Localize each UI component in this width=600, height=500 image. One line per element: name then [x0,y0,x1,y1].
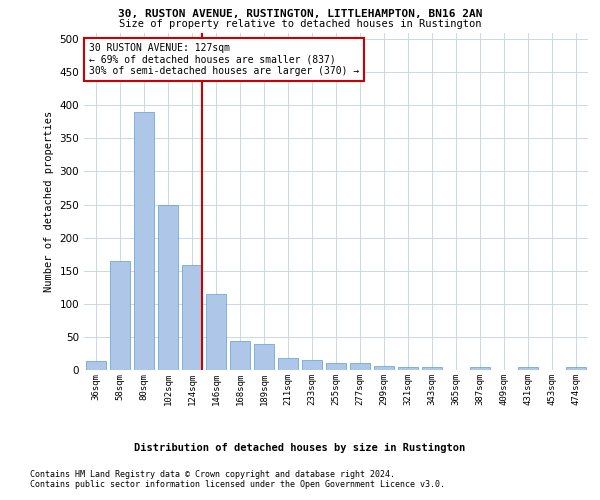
Bar [182,266,202,370]
Bar [518,366,538,370]
Bar [134,112,154,370]
Bar [566,366,586,370]
Bar [110,261,130,370]
Y-axis label: Number of detached properties: Number of detached properties [44,110,54,292]
Bar [86,362,106,370]
Bar [278,358,298,370]
Bar [302,360,322,370]
Bar [326,364,346,370]
Bar [350,364,370,370]
Bar [374,366,394,370]
Bar [422,368,442,370]
Text: Size of property relative to detached houses in Rustington: Size of property relative to detached ho… [119,19,481,29]
Bar [470,366,490,370]
Text: 30, RUSTON AVENUE, RUSTINGTON, LITTLEHAMPTON, BN16 2AN: 30, RUSTON AVENUE, RUSTINGTON, LITTLEHAM… [118,9,482,19]
Text: Distribution of detached houses by size in Rustington: Distribution of detached houses by size … [134,442,466,452]
Bar [398,366,418,370]
Bar [254,344,274,370]
Bar [230,341,250,370]
Text: Contains HM Land Registry data © Crown copyright and database right 2024.: Contains HM Land Registry data © Crown c… [30,470,395,479]
Bar [158,204,178,370]
Text: Contains public sector information licensed under the Open Government Licence v3: Contains public sector information licen… [30,480,445,489]
Text: 30 RUSTON AVENUE: 127sqm
← 69% of detached houses are smaller (837)
30% of semi-: 30 RUSTON AVENUE: 127sqm ← 69% of detach… [89,42,359,76]
Bar [206,294,226,370]
